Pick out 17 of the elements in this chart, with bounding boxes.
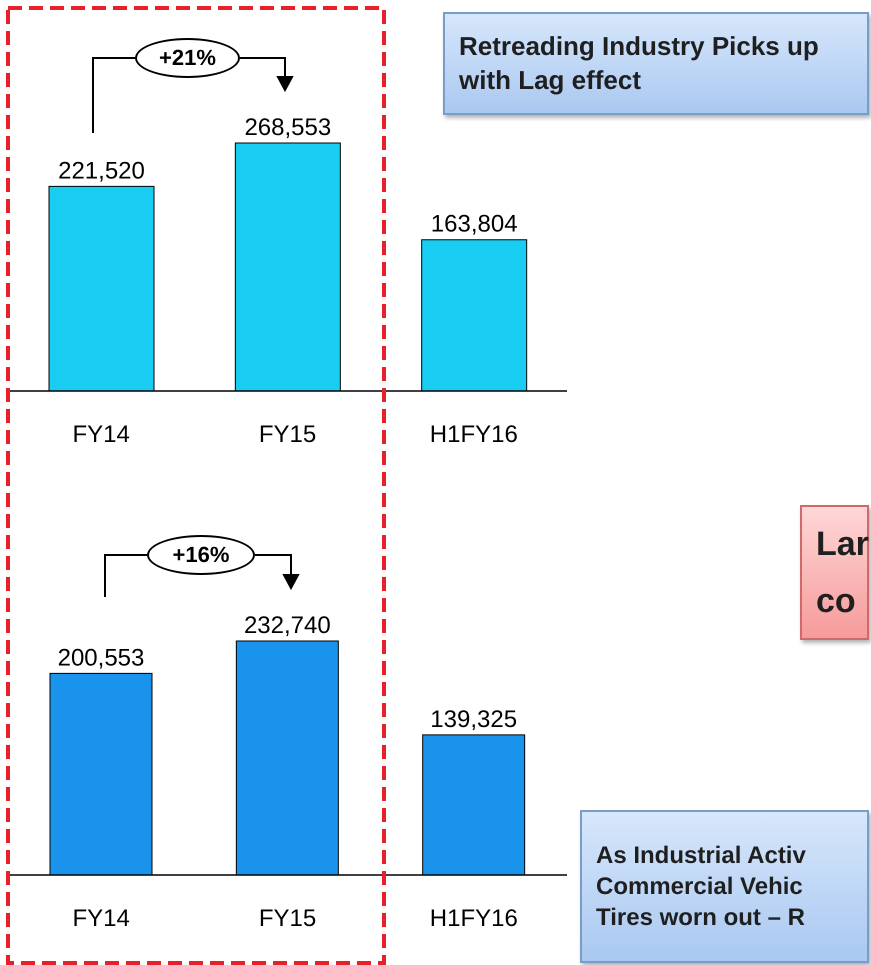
data-label: 232,740	[244, 612, 331, 639]
x-tick-label: FY15	[258, 421, 316, 448]
text: +16%	[147, 535, 255, 575]
data-label: 163,804	[430, 210, 518, 238]
text: Retreading Industry Picks up with Lag effect	[459, 30, 820, 96]
data-label: 200,553	[58, 644, 144, 672]
x-tick-label: H1FY16	[430, 905, 518, 932]
text: As Industrial Activ Commercial Vehic Tires worn out – R	[596, 840, 806, 934]
x-tick-label: H1FY16	[430, 421, 518, 448]
x-tick-label: FY15	[258, 905, 316, 932]
text: +21%	[135, 38, 240, 78]
text: Lar co	[816, 524, 869, 622]
data-label: 221,520	[58, 157, 145, 184]
x-tick-label: FY14	[72, 421, 130, 448]
data-label: 139,325	[430, 706, 518, 733]
data-label: 268,553	[244, 114, 332, 141]
x-tick-label: FY14	[72, 905, 130, 932]
